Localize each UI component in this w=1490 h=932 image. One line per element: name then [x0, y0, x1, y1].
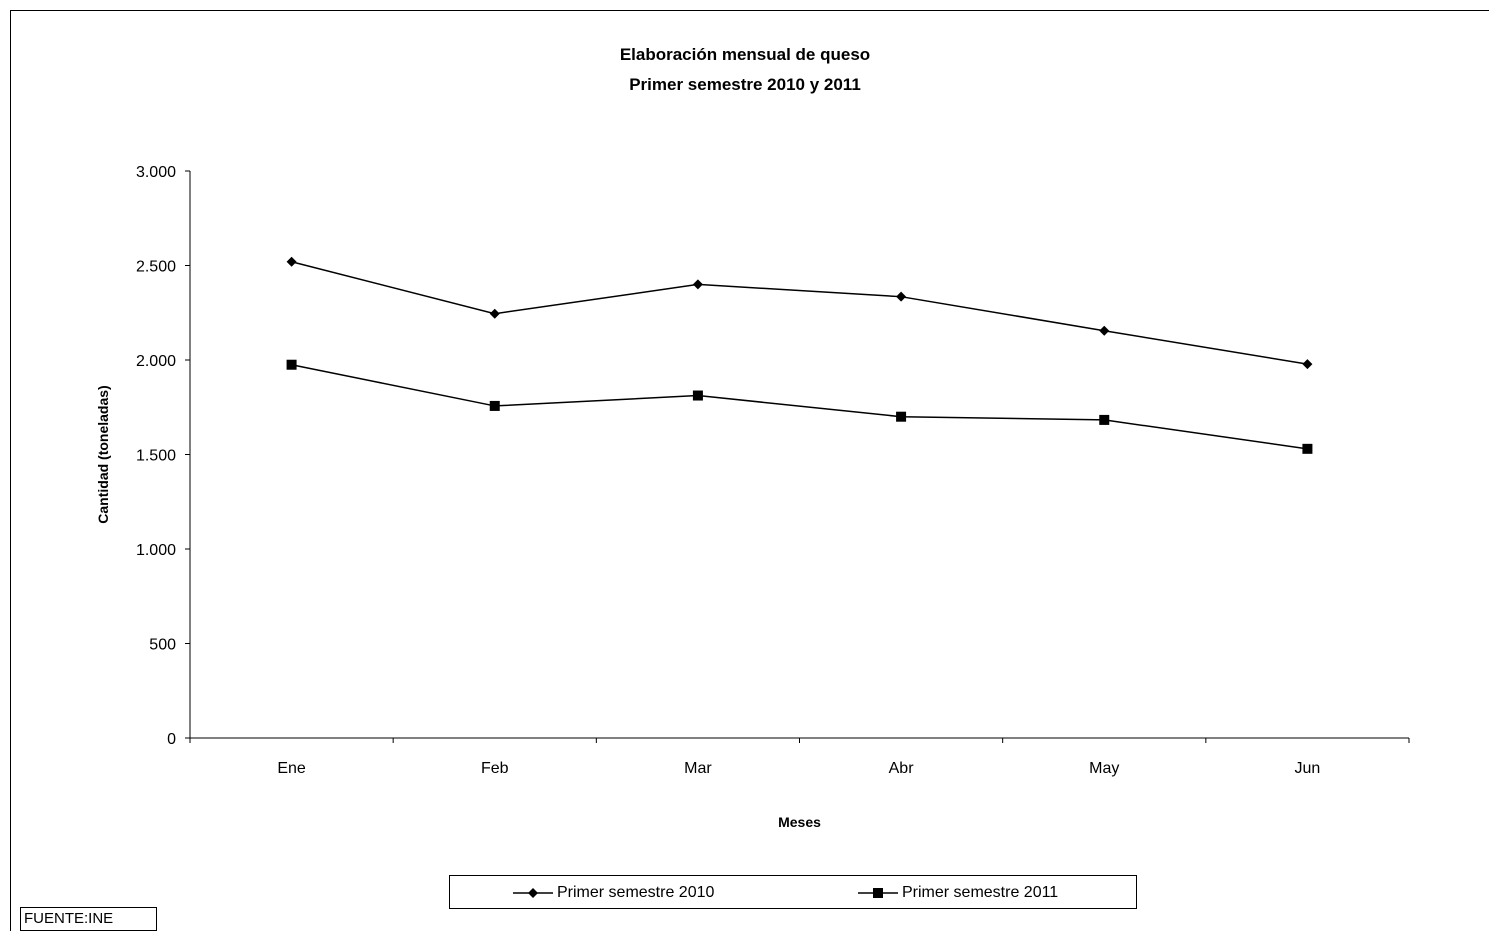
series-line-0 [291, 260, 1308, 365]
data-point-diamond [692, 279, 703, 290]
y-tick-label: 3.000 [136, 164, 176, 181]
legend-entry-2010: Primer semestre 2010 [513, 876, 714, 910]
x-tick-label: Abr [889, 760, 915, 777]
series-line-1 [291, 363, 1308, 450]
data-point-square [896, 411, 907, 422]
legend-diamond-marker-icon [513, 888, 553, 898]
data-point-square [692, 390, 703, 401]
x-tick-label: May [1089, 760, 1119, 777]
legend-square-marker-icon [858, 888, 898, 898]
y-tick-label: 1.000 [136, 542, 176, 559]
data-point-diamond [489, 308, 500, 319]
data-point-square [1302, 443, 1313, 454]
x-tick-label: Feb [481, 760, 509, 777]
chart-subtitle: Primer semestre 2010 y 2011 [629, 75, 861, 94]
y-axis-title: Cantidad (toneladas) [95, 385, 111, 523]
legend-label-2011: Primer semestre 2011 [902, 884, 1059, 901]
data-point-diamond [286, 256, 297, 267]
chart-area [10, 10, 1489, 931]
x-axis-title: Meses [778, 814, 821, 830]
data-point-diamond [1302, 359, 1313, 370]
data-point-square [286, 359, 297, 370]
y-tick-label: 500 [149, 637, 176, 654]
data-point-square [1099, 414, 1110, 425]
y-tick-label: 0 [167, 731, 176, 748]
source-note: FUENTE:INE [20, 907, 157, 931]
chart-title: Elaboración mensual de queso [619, 45, 871, 64]
legend-entry-2011: Primer semestre 2011 [858, 876, 1058, 910]
data-point-square [489, 400, 500, 411]
y-tick-label: 1.500 [136, 448, 176, 465]
chart-legend: Primer semestre 2010 Primer semestre 201… [449, 875, 1137, 909]
y-tick-label: 2.500 [136, 259, 176, 276]
x-tick-label: Jun [1295, 760, 1321, 777]
data-point-diamond [1099, 325, 1110, 336]
x-tick-label: Mar [684, 760, 712, 777]
y-tick-label: 2.000 [136, 353, 176, 370]
data-point-diamond [896, 291, 907, 302]
x-tick-label: Ene [277, 760, 306, 777]
legend-label-2010: Primer semestre 2010 [557, 884, 715, 901]
